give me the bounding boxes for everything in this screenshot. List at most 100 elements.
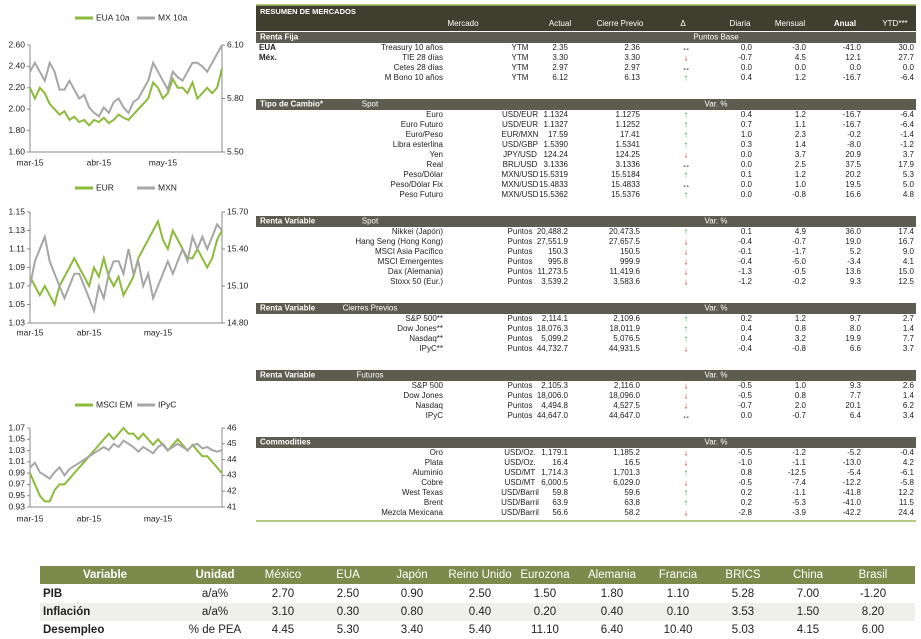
cell: 1.2 (795, 110, 807, 119)
column-header: Actual (549, 19, 571, 28)
cell: 11,273.5 (537, 267, 568, 276)
macro-header-bg (40, 566, 915, 584)
cell: Treasury 10 años (381, 43, 443, 52)
section-group-label: Puntos Base (693, 33, 739, 42)
cell: YTM (512, 53, 529, 62)
cell: Hang Seng (Hong Kong) (355, 237, 443, 246)
macro-row-unit: a/a% (202, 606, 228, 618)
cell: Peso/Dólar Fix (391, 180, 443, 189)
cell: -41.8 (843, 488, 862, 497)
cell: ↓ (684, 52, 689, 62)
cell: 0.2 (741, 488, 753, 497)
cell: TIE 28 días (402, 53, 443, 62)
x-tick-label: abr-15 (87, 157, 112, 167)
cell: 16.6 (845, 190, 861, 199)
macro-column-header: Eurozona (520, 569, 570, 581)
cell: 27.7 (898, 53, 914, 62)
cell: MSCI Emergentes (378, 257, 443, 266)
cell: 15.4833 (539, 180, 568, 189)
cell: 4.5 (795, 53, 807, 62)
cell: 2.35 (552, 43, 568, 52)
macro-cell: 5.28 (732, 588, 754, 600)
macro-cell: 6.40 (601, 624, 623, 636)
section-header-bg (256, 99, 916, 110)
cell: 4.8 (903, 190, 915, 199)
cell: -0.8 (792, 190, 806, 199)
cell: -16.7 (843, 110, 862, 119)
cell: 2.97 (624, 63, 640, 72)
cell: 15.4833 (611, 180, 640, 189)
cell: Puntos (508, 237, 533, 246)
cell: 4.2 (903, 458, 915, 467)
cell: 1.5390 (544, 140, 569, 149)
cell: 4,494.8 (541, 401, 568, 410)
column-header: Diaria (730, 19, 751, 28)
cell: 0.0 (741, 43, 753, 52)
cell: 150.3 (548, 247, 569, 256)
cell: 5.2 (850, 247, 862, 256)
cell: 3.30 (624, 53, 640, 62)
cell: MSCI Asia Pacífico (375, 247, 444, 256)
macro-cell: 0.10 (667, 606, 689, 618)
cell: 20.2 (845, 170, 861, 179)
legend-label: EUR (96, 182, 114, 192)
cell: 1.0 (795, 381, 807, 390)
cell: 1,185.2 (613, 448, 640, 457)
cell: 0.0 (741, 63, 753, 72)
cell: 17.4 (898, 227, 914, 236)
cell: 0.4 (741, 334, 753, 343)
section-group-label: Var. % (705, 100, 728, 109)
cell: 20,488.2 (537, 227, 569, 236)
cell: 1.2 (795, 73, 807, 82)
cell: 7.7 (850, 391, 862, 400)
cell: -12.2 (843, 478, 862, 487)
cell: ↓ (684, 276, 689, 286)
cell: 1.4 (903, 391, 915, 400)
cell: Puntos (508, 227, 533, 236)
cell: 6.13 (624, 73, 640, 82)
cell: 13.6 (845, 267, 861, 276)
y-tick-label: 1.05 (8, 299, 25, 309)
cell: 995.8 (548, 257, 569, 266)
cell: 0.3 (741, 140, 753, 149)
cell: 0.0 (741, 150, 753, 159)
cell: 4,527.5 (613, 401, 640, 410)
section-subtitle: Cierres Previos (343, 304, 398, 313)
column-header: Cierre Previo (597, 19, 644, 28)
cell: 4.9 (795, 227, 807, 236)
cell: 19.0 (845, 237, 861, 246)
cell: Dow Jones** (397, 324, 443, 333)
cell: 124.24 (544, 150, 569, 159)
section-subtitle: Spot (362, 217, 379, 226)
cell: 6,029.0 (613, 478, 640, 487)
cell: -0.5 (738, 448, 752, 457)
cell: 6.12 (552, 73, 568, 82)
cell: 2,109.6 (613, 314, 640, 323)
cell: 1,701.3 (613, 468, 640, 477)
cell: 0.7 (741, 120, 753, 129)
y2-tick-label: 5.80 (227, 93, 244, 103)
cell: 18,076.3 (537, 324, 569, 333)
section-title: Renta Variable (260, 371, 316, 380)
y-tick-label: 2.00 (8, 103, 25, 113)
cell: -1.7 (792, 247, 806, 256)
macro-column-header: EUA (336, 569, 360, 581)
cell: Puntos (508, 267, 533, 276)
column-header: YTD*** (882, 19, 907, 28)
table-title: RESUMEN DE MERCADOS (260, 7, 356, 16)
y-tick-label: 1.07 (8, 422, 25, 432)
cell: -0.7 (792, 411, 806, 420)
cell: USD/MT (505, 468, 536, 477)
macro-cell: 7.00 (797, 588, 819, 600)
cell: ↔ (682, 42, 691, 52)
cell: Euro/Peso (406, 130, 444, 139)
cell: 0.4 (741, 110, 753, 119)
cell: 37.5 (845, 160, 861, 169)
cell: 58.2 (624, 508, 640, 517)
cell: -1.0 (738, 458, 752, 467)
cell: 0.0 (903, 63, 915, 72)
cell: -0.8 (792, 344, 806, 353)
cell: Nikkei (Japón) (392, 227, 443, 236)
macro-cell: 0.30 (337, 606, 359, 618)
y2-tick-label: 5.50 (227, 146, 244, 156)
